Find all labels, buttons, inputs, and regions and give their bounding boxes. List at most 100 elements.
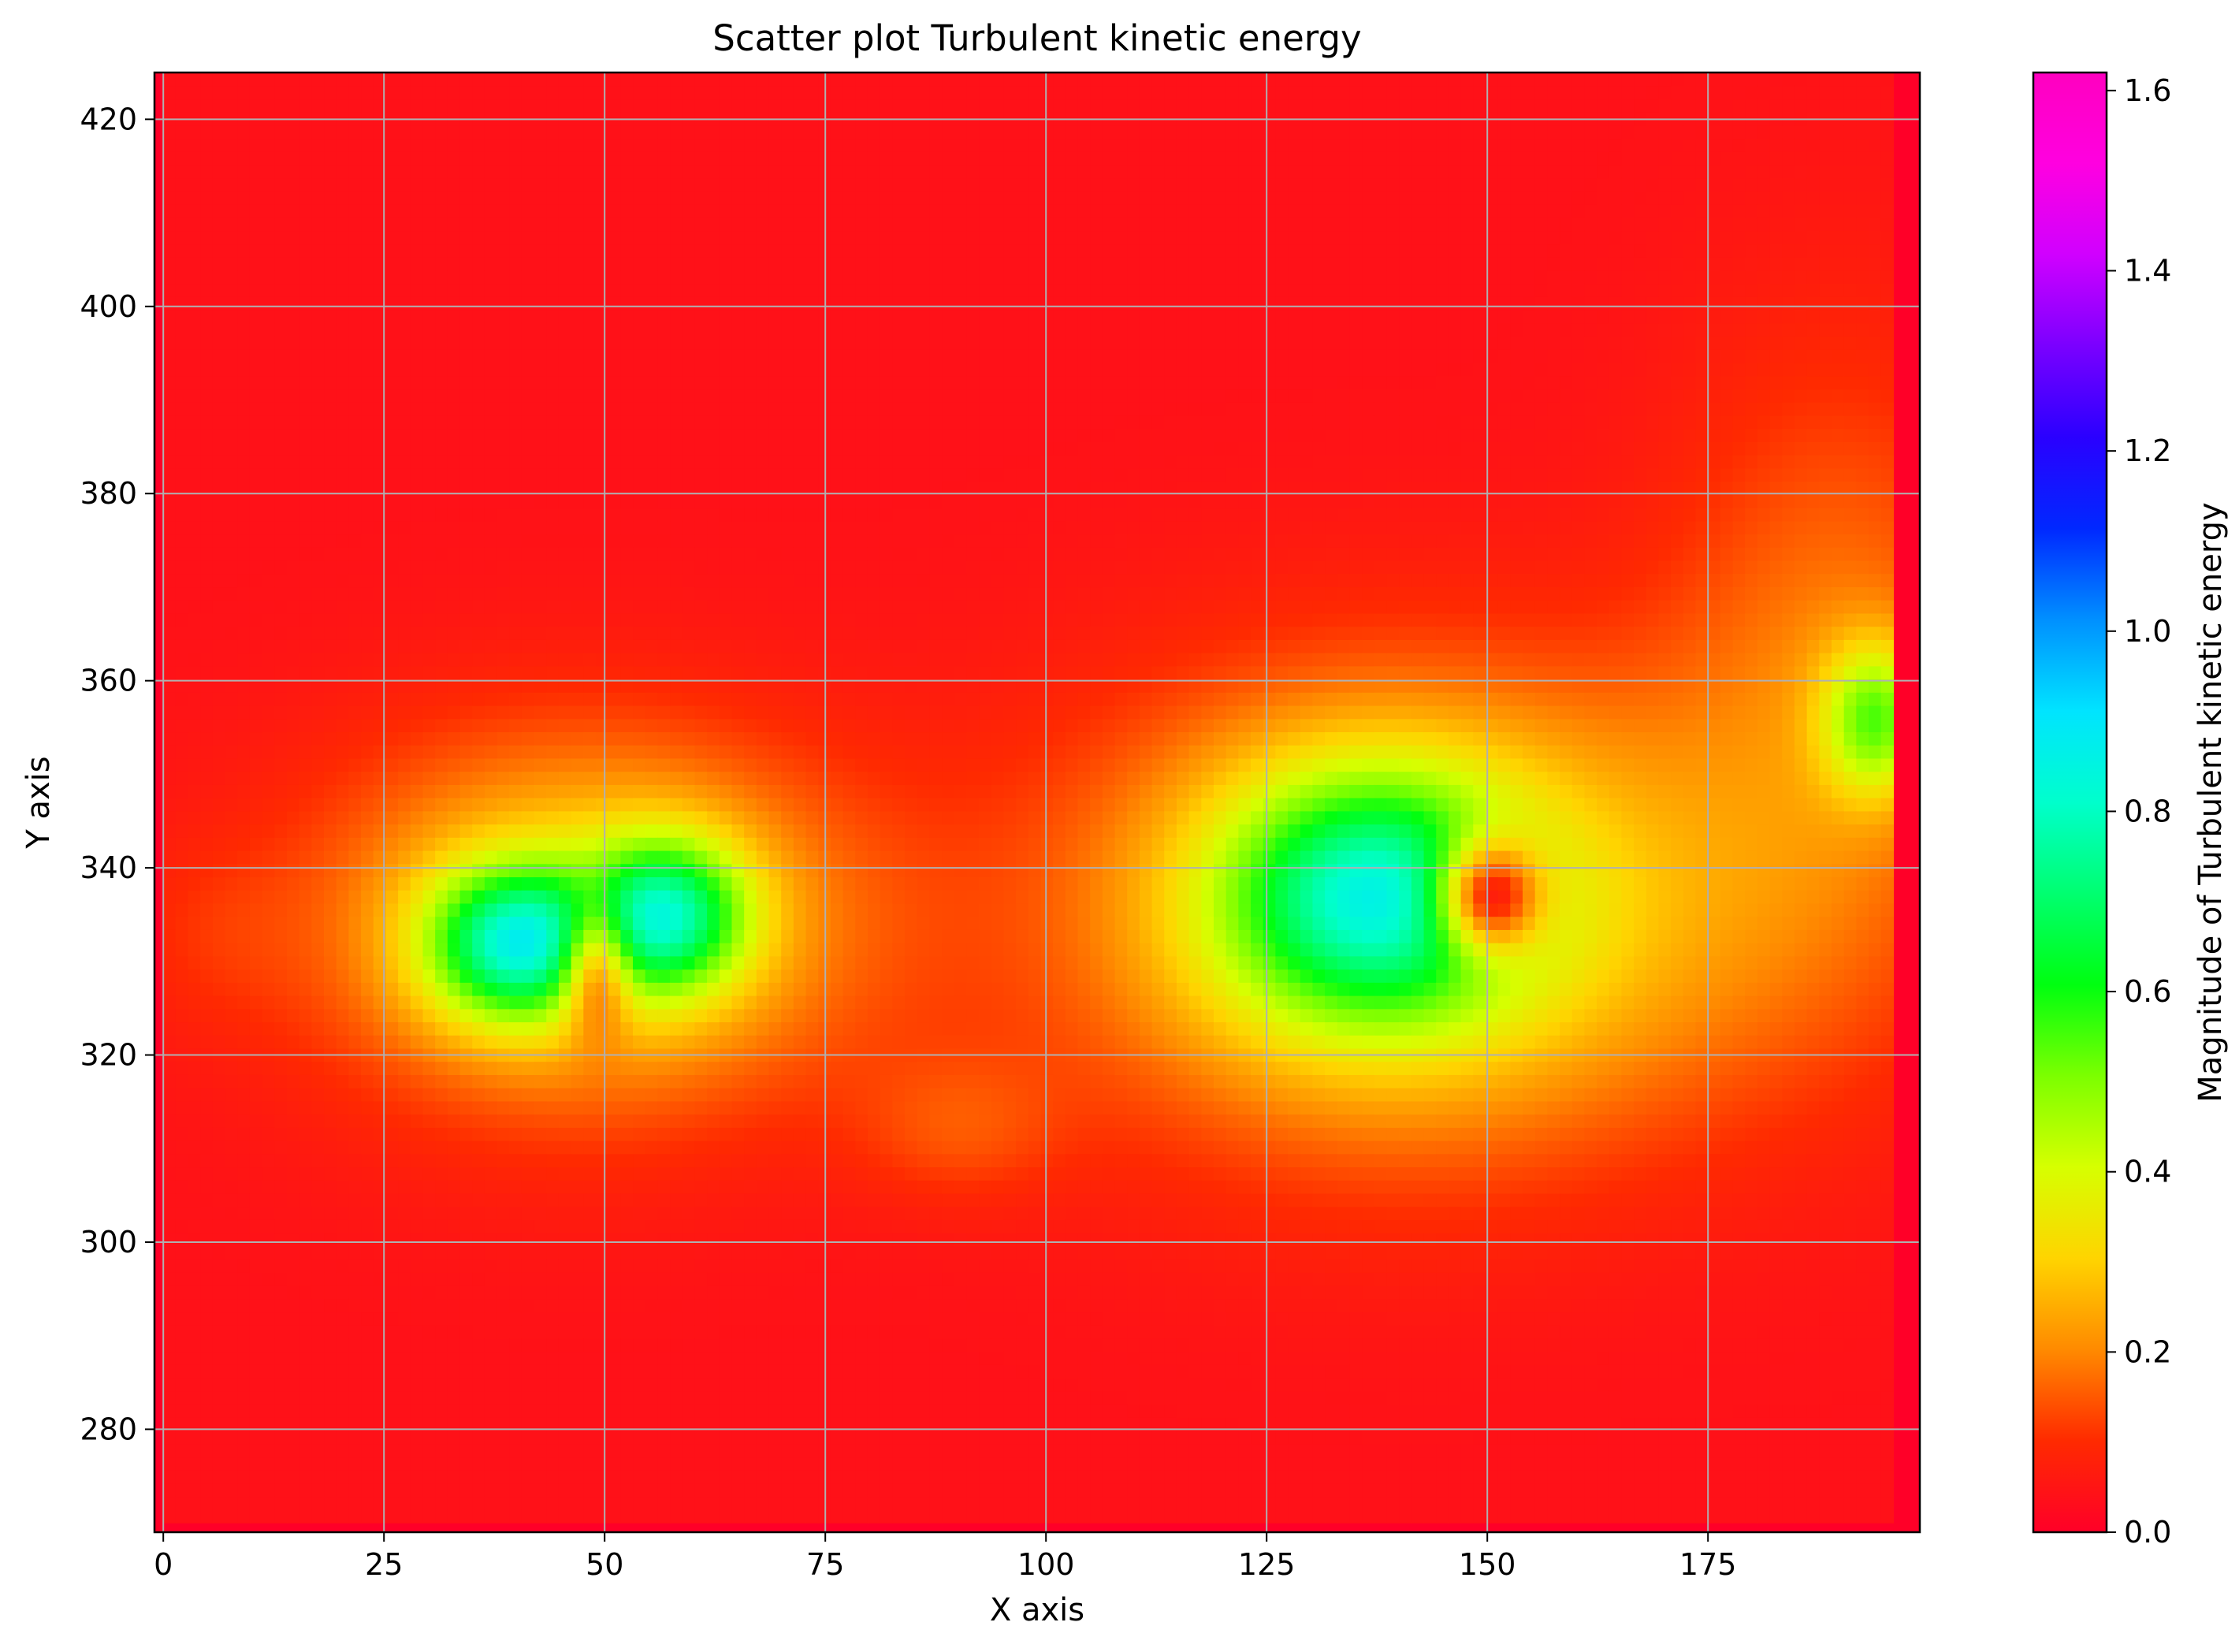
heatmap-cell xyxy=(546,1061,560,1075)
heatmap-cell xyxy=(398,1008,411,1023)
heatmap-cell xyxy=(459,1496,473,1510)
heatmap-cell xyxy=(249,784,263,798)
heatmap-cell xyxy=(237,415,251,430)
heatmap-cell xyxy=(534,165,547,179)
heatmap-cell xyxy=(336,890,349,904)
heatmap-cell xyxy=(608,1233,621,1247)
heatmap-cell xyxy=(583,375,597,390)
heatmap-cell xyxy=(311,99,325,113)
heatmap-cell xyxy=(398,204,411,218)
heatmap-cell xyxy=(262,218,275,232)
heatmap-cell xyxy=(484,415,498,430)
heatmap-cell xyxy=(546,890,560,904)
heatmap-cell xyxy=(385,837,399,851)
heatmap-cell xyxy=(707,151,720,166)
heatmap-cell xyxy=(225,1351,238,1365)
heatmap-cell xyxy=(175,863,189,878)
heatmap-cell xyxy=(620,1114,634,1128)
heatmap-cell xyxy=(274,653,288,667)
heatmap-cell xyxy=(274,534,288,548)
heatmap-cell xyxy=(571,455,584,469)
heatmap-cell xyxy=(212,336,226,350)
heatmap-cell xyxy=(336,1233,349,1247)
heatmap-cell xyxy=(497,296,510,311)
heatmap-cell xyxy=(348,560,362,575)
heatmap-cell xyxy=(249,138,263,152)
heatmap-cell xyxy=(435,1364,448,1379)
heatmap-cell xyxy=(324,757,337,772)
heatmap-cell xyxy=(324,1206,337,1220)
heatmap-cell xyxy=(670,560,683,575)
heatmap-cell xyxy=(287,283,300,297)
heatmap-cell xyxy=(212,99,226,113)
heatmap-cell xyxy=(361,745,374,759)
heatmap-cell xyxy=(509,1364,523,1379)
heatmap-cell xyxy=(163,1233,177,1247)
heatmap-cell xyxy=(373,1153,387,1168)
heatmap-cell xyxy=(398,969,411,983)
heatmap-cell xyxy=(694,520,708,535)
heatmap-cell xyxy=(373,626,387,640)
heatmap-cell xyxy=(361,1140,374,1155)
heatmap-cell xyxy=(670,363,683,377)
heatmap-cell xyxy=(583,1378,597,1392)
heatmap-cell xyxy=(558,1021,572,1036)
heatmap-cell xyxy=(225,771,238,785)
heatmap-cell xyxy=(373,784,387,798)
heatmap-cell xyxy=(299,771,312,785)
heatmap-cell xyxy=(583,850,597,865)
heatmap-cell xyxy=(459,375,473,390)
heatmap-cell xyxy=(188,757,201,772)
heatmap-cell xyxy=(274,467,288,482)
heatmap-cell xyxy=(435,784,448,798)
heatmap-cell xyxy=(212,1457,226,1471)
heatmap-cell xyxy=(657,1351,671,1365)
heatmap-cell xyxy=(336,837,349,851)
heatmap-cell xyxy=(385,1140,399,1155)
heatmap-cell xyxy=(212,718,226,733)
heatmap-cell xyxy=(212,283,226,297)
heatmap-cell xyxy=(558,230,572,245)
heatmap-cell xyxy=(459,1338,473,1352)
heatmap-cell xyxy=(188,560,201,575)
heatmap-cell xyxy=(620,810,634,825)
heatmap-cell xyxy=(225,1272,238,1286)
heatmap-cell xyxy=(657,310,671,324)
heatmap-cell xyxy=(385,428,399,442)
heatmap-cell xyxy=(645,850,658,865)
heatmap-cell xyxy=(546,310,560,324)
heatmap-cell xyxy=(188,336,201,350)
heatmap-cell xyxy=(596,653,609,667)
heatmap-cell xyxy=(497,218,510,232)
heatmap-cell xyxy=(707,679,720,693)
heatmap-cell xyxy=(645,1127,658,1141)
heatmap-cell xyxy=(225,1286,238,1300)
heatmap-cell xyxy=(249,863,263,878)
heatmap-cell xyxy=(324,1140,337,1155)
heatmap-cell xyxy=(262,679,275,693)
heatmap-cell xyxy=(670,165,683,179)
heatmap-cell xyxy=(348,810,362,825)
heatmap-cell xyxy=(262,639,275,653)
heatmap-cell xyxy=(583,1114,597,1128)
heatmap-cell xyxy=(472,955,485,970)
heatmap-cell xyxy=(212,1404,226,1418)
heatmap-cell xyxy=(422,244,436,258)
heatmap-cell xyxy=(262,1259,275,1273)
heatmap-cell xyxy=(225,1259,238,1273)
heatmap-cell xyxy=(175,389,189,403)
heatmap-cell xyxy=(645,441,658,456)
heatmap-cell xyxy=(410,244,424,258)
heatmap-cell xyxy=(311,850,325,865)
heatmap-cell xyxy=(336,363,349,377)
heatmap-cell xyxy=(558,534,572,548)
heatmap-cell xyxy=(188,191,201,205)
heatmap-cell xyxy=(645,1100,658,1115)
heatmap-cell xyxy=(558,560,572,575)
heatmap-cell xyxy=(373,1496,387,1510)
heatmap-cell xyxy=(447,1338,461,1352)
heatmap-cell xyxy=(534,1074,547,1088)
heatmap-cell xyxy=(633,1140,646,1155)
heatmap-cell xyxy=(348,177,362,192)
heatmap-cell xyxy=(435,1470,448,1484)
